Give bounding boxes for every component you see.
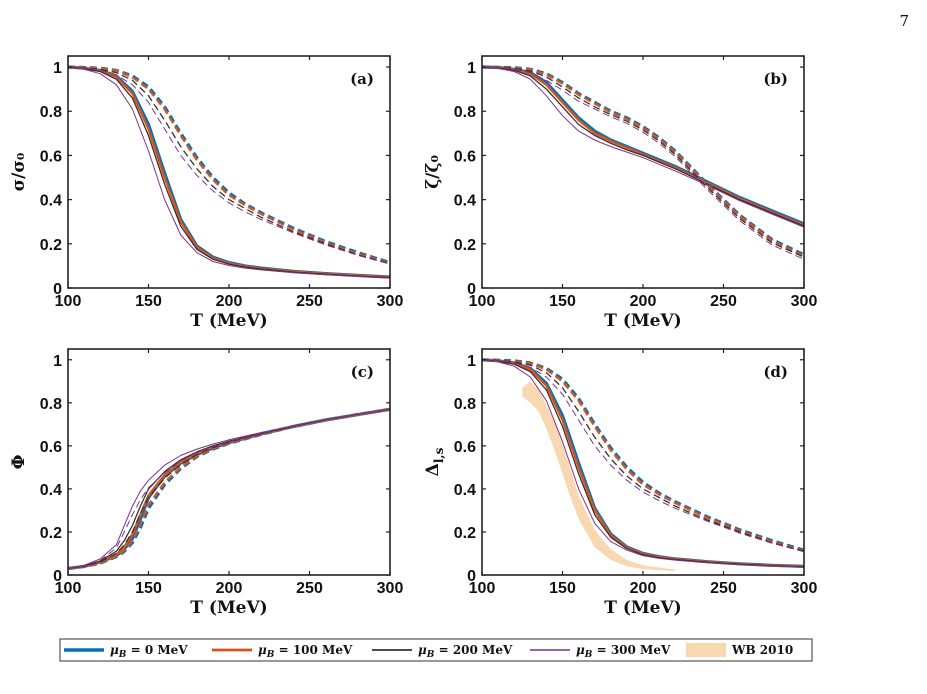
x-tick-label: 250 [710,293,737,310]
y-axis-label: Δl,s [423,447,446,476]
x-tick-label: 150 [549,580,576,597]
x-tick-label: 150 [549,293,576,310]
x-tick-label: 300 [791,293,818,310]
y-tick-label: 0 [53,568,62,585]
y-axis-label: σ/σ₀ [9,153,29,192]
x-tick-label: 200 [630,293,657,310]
series-mu300-dashed [482,66,804,260]
y-tick-label: 0.6 [454,148,476,165]
series-mu300-solid [482,359,804,568]
y-tick-label: 0 [467,568,476,585]
series-mu200-dashed [68,66,390,265]
y-tick-label: 0 [53,281,62,298]
series-mu300-solid [68,408,390,569]
y-tick-label: 0.8 [454,104,476,121]
panel-label: (b) [763,70,788,88]
x-tick-label: 300 [377,293,404,310]
series-mu200-solid [68,66,390,279]
y-tick-label: 0.8 [454,396,476,413]
y-axis-label: Φ [9,454,29,469]
series-mu0-dashed [68,65,390,265]
x-tick-label: 200 [630,580,657,597]
series-mu100-dashed [68,65,390,265]
x-tick-label: 250 [296,293,323,310]
x-tick-label: 250 [296,580,323,597]
y-tick-label: 1 [53,60,62,77]
x-tick-label: 150 [135,293,162,310]
legend-swatch-wb [686,643,726,657]
legend-box [59,638,813,662]
series-mu300-dashed [482,359,804,553]
y-tick-label: 0.8 [40,104,62,121]
series-mu100-dashed [482,65,804,258]
panel-a: 100 150 200 250 300 0 0.2 0.4 0.6 0.8 1 T (MeV) σ/σ₀… [9,55,404,331]
series-mu300-dashed [68,408,390,569]
panel-label: (c) [351,363,374,381]
band-wb-2010 [522,381,676,572]
y-tick-label: 0.8 [40,396,62,413]
y-tick-label: 0.4 [40,193,62,210]
y-tick-label: 1 [467,60,476,77]
legend: μB = 0 MeV μB = 100 MeV μB = 200 MeV μB = 3… [59,638,813,662]
x-tick-label: 300 [791,580,818,597]
panel-c: 100 150 200 250 300 0 0.2 0.4 0.6 0.8 1 T (MeV) Φ (c) [9,348,404,618]
y-tick-label: 0.2 [40,237,62,254]
y-axis-label: ζ/ζ₀ [423,155,443,189]
series-mu200-solid [482,66,804,227]
y-tick-label: 0.2 [454,237,476,254]
y-tick-label: 0.6 [454,439,476,456]
y-tick-label: 0.4 [454,193,476,210]
x-axis-label: T (MeV) [190,311,267,331]
x-tick-label: 250 [710,580,737,597]
panel-b: 100 150 200 250 300 0 0.2 0.4 0.6 0.8 1 T (MeV) ζ/ζ₀… [423,55,818,331]
panel-label: (a) [350,70,374,88]
x-tick-label: 200 [216,580,243,597]
y-tick-label: 0.4 [454,482,476,499]
legend-label-mu200: μB = 200 MeV [418,643,513,660]
panel-d: 100 150 200 250 300 0 0.2 0.4 0.6 0.8 1 T (MeV) Δl,s… [423,348,818,618]
x-tick-label: 100 [469,293,496,310]
x-axis-label: T (MeV) [604,598,681,618]
x-axis-label: T (MeV) [190,598,267,618]
x-tick-label: 100 [469,580,496,597]
panel-label: (d) [763,363,788,381]
x-axis-label: T (MeV) [604,311,681,331]
y-tick-label: 0.2 [40,525,62,542]
series-mu100-dashed [482,358,804,553]
axes-frame [481,55,805,289]
y-tick-label: 1 [53,353,62,370]
x-tick-label: 100 [55,293,82,310]
legend-label-mu0: μB = 0 MeV [110,643,188,660]
y-tick-label: 0.6 [40,148,62,165]
y-tick-label: 1 [467,353,476,370]
x-tick-label: 100 [55,580,82,597]
x-tick-label: 150 [135,580,162,597]
series-mu200-dashed [482,66,804,258]
x-tick-label: 300 [377,580,404,597]
x-tick-label: 200 [216,293,243,310]
y-tick-label: 0.4 [40,482,62,499]
series-mu0-solid [482,65,804,226]
axes-frame [67,55,391,289]
series-mu200-dashed [482,359,804,552]
legend-label-wb: WB 2010 [731,643,793,657]
page-number: 7 [899,12,909,30]
series-mu300-solid [482,66,804,228]
legend-label-mu300: μB = 300 MeV [576,643,671,660]
legend-label-mu100: μB = 100 MeV [258,643,353,660]
series-mu300-solid [68,66,390,279]
series-mu300-dashed [68,66,390,265]
y-tick-label: 0 [467,281,476,298]
y-tick-label: 0.6 [40,439,62,456]
series-mu0-dashed [482,65,804,257]
y-tick-label: 0.2 [454,525,476,542]
axes-frame [67,348,391,576]
series-mu100-solid [482,65,804,227]
